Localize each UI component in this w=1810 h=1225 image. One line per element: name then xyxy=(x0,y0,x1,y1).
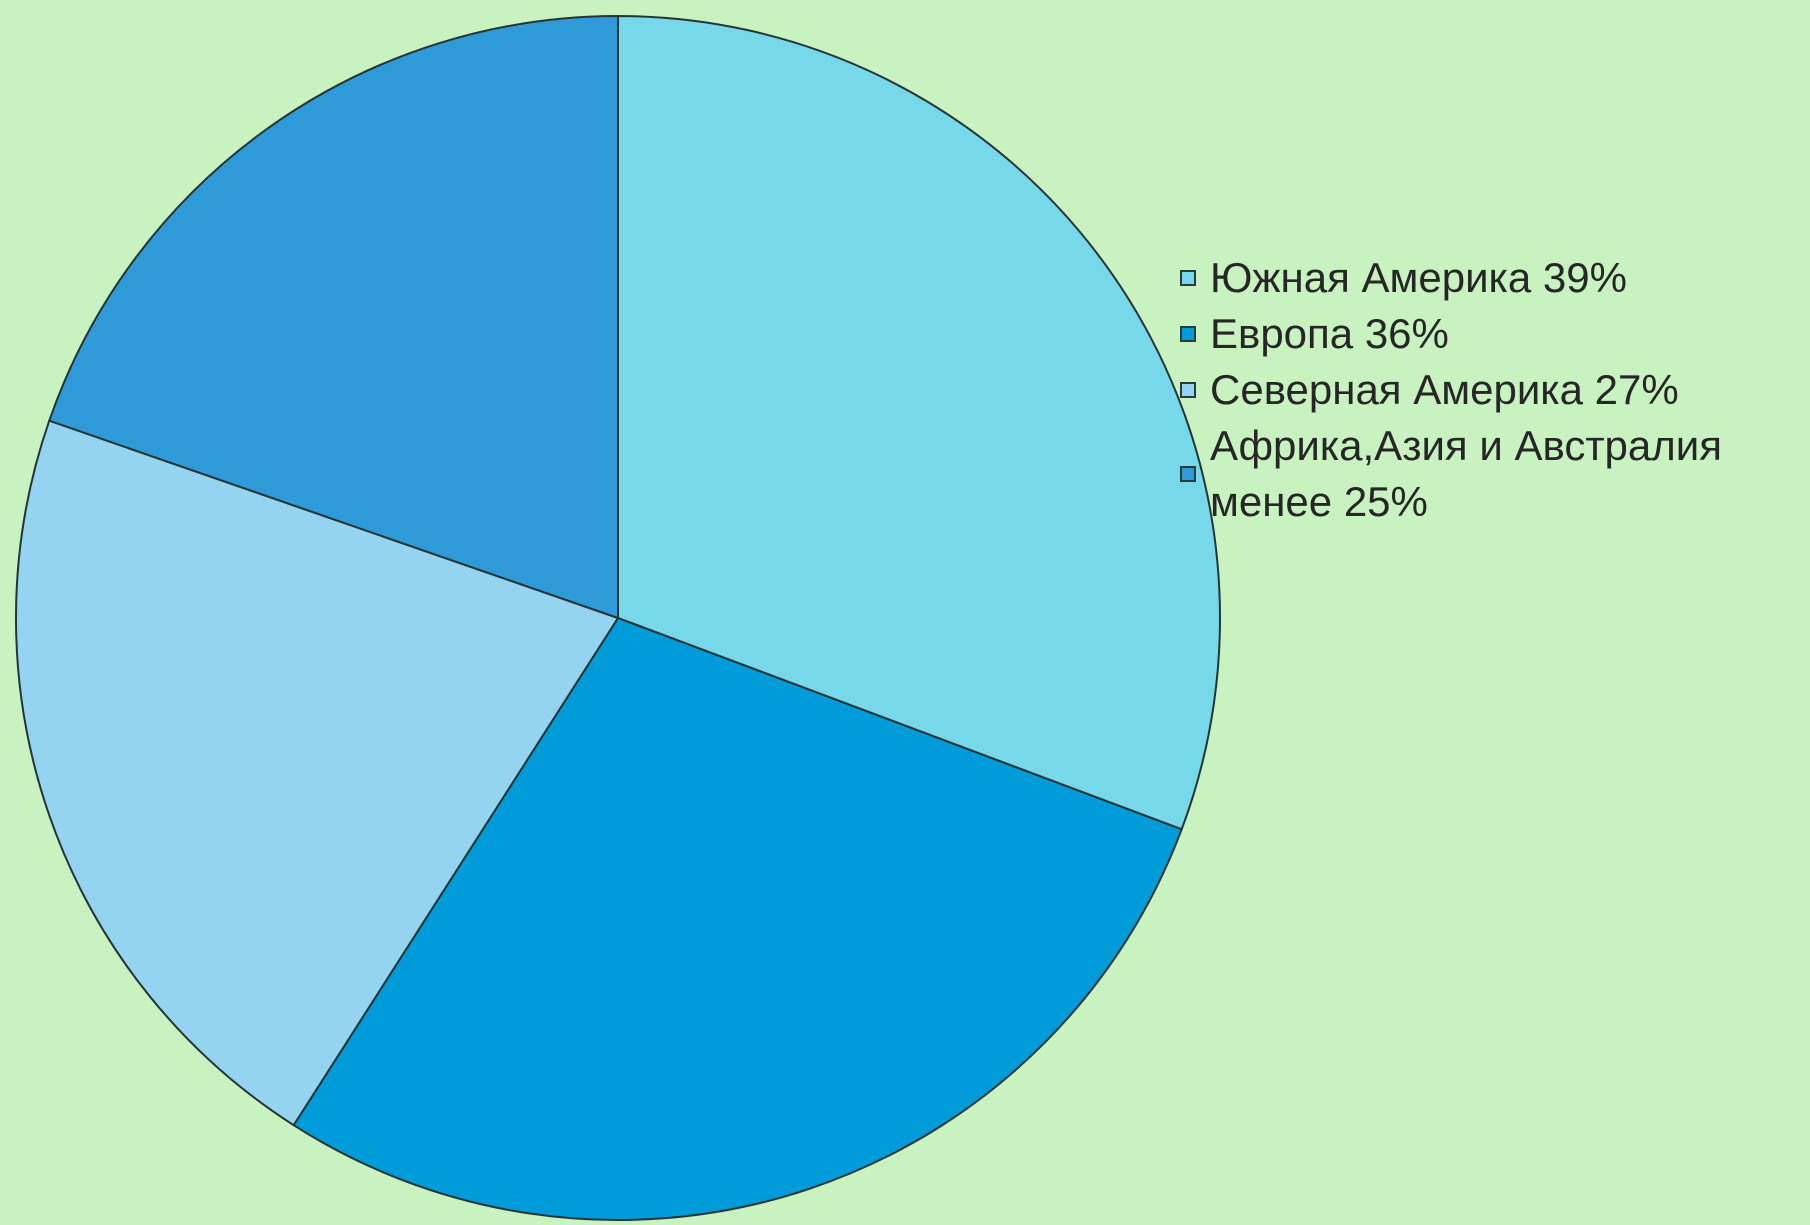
legend-swatch-north-america xyxy=(1180,382,1196,398)
legend-label-south-america: Южная Америка 39% xyxy=(1210,254,1627,301)
legend-swatch-south-america xyxy=(1180,270,1196,286)
legend-item-europe: Европа 36% xyxy=(1180,306,1810,362)
legend-label-africa-asia-australia: Африка,Азия и Австралия менее 25% xyxy=(1210,422,1722,525)
chart-legend: Южная Америка 39% Европа 36% Северная Ам… xyxy=(1180,250,1810,530)
legend-label-north-america: Северная Америка 27% xyxy=(1210,366,1679,413)
legend-swatch-africa-asia-australia xyxy=(1180,466,1196,482)
pie-slice-europe xyxy=(292,616,1183,1222)
legend-swatch-europe xyxy=(1180,326,1196,342)
legend-item-south-america: Южная Америка 39% xyxy=(1180,250,1810,306)
pie-slice-north-america xyxy=(14,419,620,1127)
legend-label-europe: Европа 36% xyxy=(1210,310,1449,357)
legend-item-africa-asia-australia: Африка,Азия и Австралия менее 25% xyxy=(1180,418,1810,530)
pie-slice-south-america xyxy=(617,14,1221,831)
legend-item-north-america: Северная Америка 27% xyxy=(1180,362,1810,418)
pie-slice-africa-asia-australia xyxy=(47,14,619,620)
